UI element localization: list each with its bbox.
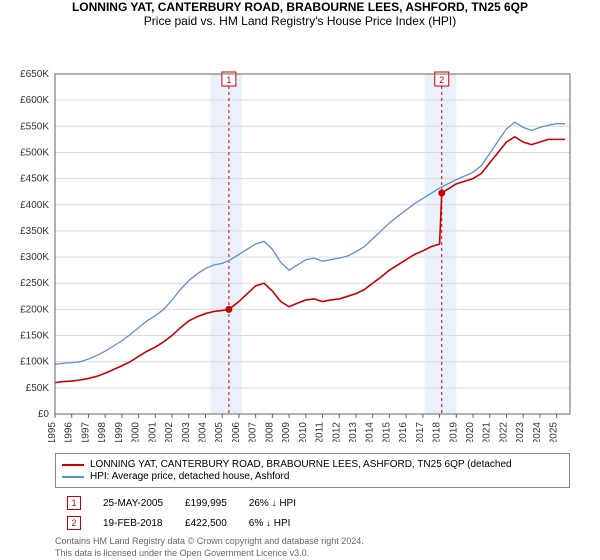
- series-property_price: [55, 137, 565, 383]
- y-tick-label: £200K: [20, 304, 49, 315]
- event-price: £422,500: [175, 514, 237, 532]
- event-price: £199,995: [175, 494, 237, 512]
- y-tick-label: £450K: [20, 174, 49, 185]
- event-row: 1 25-MAY-2005£199,99526% ↓ HPI: [57, 494, 306, 512]
- event-date: 19-FEB-2018: [93, 514, 173, 532]
- x-tick-label: 2005: [214, 422, 225, 442]
- x-tick-label: 2007: [248, 422, 259, 442]
- event-row: 2 19-FEB-2018£422,5006% ↓ HPI: [57, 514, 306, 532]
- legend: LONNING YAT, CANTERBURY ROAD, BRABOURNE …: [55, 453, 570, 488]
- y-tick-label: £600K: [20, 95, 49, 106]
- legend-row: HPI: Average price, detached house, Ashf…: [62, 471, 563, 482]
- legend-row: LONNING YAT, CANTERBURY ROAD, BRABOURNE …: [62, 459, 563, 470]
- x-tick-label: 2016: [398, 422, 409, 442]
- event-table: 1 25-MAY-2005£199,99526% ↓ HPI 2 19-FEB-201…: [55, 492, 308, 534]
- y-tick-label: £550K: [20, 121, 49, 132]
- x-tick-label: 2011: [315, 422, 326, 442]
- event-diff: 6% ↓ HPI: [239, 514, 306, 532]
- x-tick-label: 2004: [197, 422, 208, 442]
- event-diff: 26% ↓ HPI: [239, 494, 306, 512]
- x-tick-label: 2024: [532, 422, 543, 442]
- y-tick-label: £650K: [20, 69, 49, 80]
- footer-line-1: Contains HM Land Registry data © Crown c…: [55, 536, 570, 548]
- marker-dot: [225, 306, 232, 313]
- marker-label: 1: [226, 75, 231, 85]
- x-tick-label: 2020: [465, 422, 476, 442]
- footer-line-2: This data is licensed under the Open Gov…: [55, 548, 570, 560]
- x-tick-label: 1996: [64, 422, 75, 442]
- x-tick-label: 2012: [331, 422, 342, 442]
- y-tick-label: £250K: [20, 278, 49, 289]
- x-tick-label: 2010: [298, 422, 309, 442]
- shaded-band: [425, 74, 457, 414]
- chart-title: LONNING YAT, CANTERBURY ROAD, BRABOURNE …: [0, 0, 600, 14]
- marker-dot: [438, 190, 445, 197]
- event-marker: 1: [67, 496, 81, 510]
- x-tick-label: 1998: [97, 422, 108, 442]
- y-tick-label: £0: [38, 409, 50, 420]
- y-tick-label: £300K: [20, 252, 49, 263]
- series-hpi: [55, 122, 565, 364]
- x-tick-label: 2014: [365, 422, 376, 442]
- x-tick-label: 2017: [415, 422, 426, 442]
- x-tick-label: 1995: [47, 422, 58, 442]
- footer-attribution: Contains HM Land Registry data © Crown c…: [55, 536, 570, 559]
- y-tick-label: £400K: [20, 200, 49, 211]
- y-tick-label: £150K: [20, 331, 49, 342]
- x-tick-label: 2021: [482, 422, 493, 442]
- chart-subtitle: Price paid vs. HM Land Registry's House …: [0, 14, 600, 28]
- x-tick-label: 2022: [498, 422, 509, 442]
- y-tick-label: £50K: [26, 383, 50, 394]
- x-tick-label: 2002: [164, 422, 175, 442]
- y-tick-label: £500K: [20, 147, 49, 158]
- marker-label: 2: [439, 75, 444, 85]
- legend-swatch: [62, 476, 84, 478]
- x-tick-label: 1999: [114, 422, 125, 442]
- x-tick-label: 2009: [281, 422, 292, 442]
- shaded-band: [211, 74, 243, 414]
- x-tick-label: 2013: [348, 422, 359, 442]
- event-marker: 2: [67, 516, 81, 530]
- price-chart: £0 £50K £100K £150K £200K £250K £300K £350K £400…: [0, 34, 600, 442]
- event-date: 25-MAY-2005: [93, 494, 173, 512]
- x-tick-label: 2003: [181, 422, 192, 442]
- x-tick-label: 2006: [231, 422, 242, 442]
- plot-border: [55, 74, 570, 414]
- y-tick-label: £100K: [20, 357, 49, 368]
- legend-label: HPI: Average price, detached house, Ashf…: [90, 471, 289, 482]
- x-tick-label: 2000: [131, 422, 142, 442]
- y-tick-label: £350K: [20, 226, 49, 237]
- x-tick-label: 2001: [147, 422, 158, 442]
- x-tick-label: 2025: [549, 422, 560, 442]
- x-tick-label: 1997: [80, 422, 91, 442]
- x-tick-label: 2019: [448, 422, 459, 442]
- x-tick-label: 2008: [264, 422, 275, 442]
- x-tick-label: 2023: [515, 422, 526, 442]
- legend-swatch: [62, 464, 84, 466]
- legend-label: LONNING YAT, CANTERBURY ROAD, BRABOURNE …: [90, 459, 512, 470]
- x-tick-label: 2015: [381, 422, 392, 442]
- x-tick-label: 2018: [432, 422, 443, 442]
